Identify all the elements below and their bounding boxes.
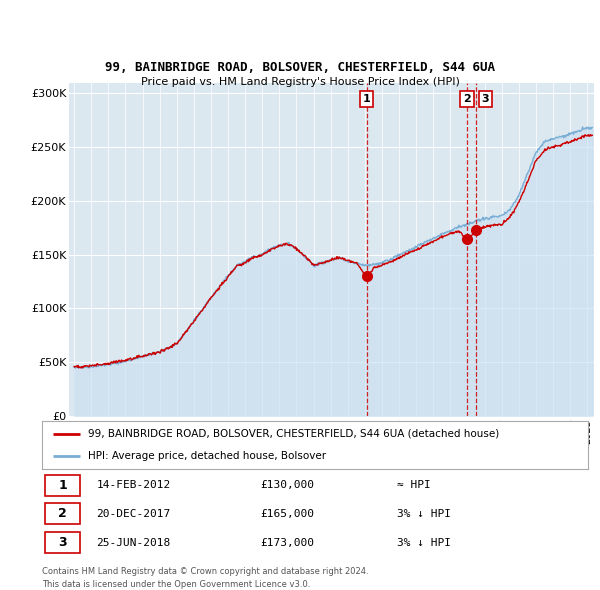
Text: 1: 1	[58, 478, 67, 491]
Text: 14-FEB-2012: 14-FEB-2012	[97, 480, 171, 490]
Text: 1: 1	[363, 94, 371, 104]
Text: 3% ↓ HPI: 3% ↓ HPI	[397, 509, 451, 519]
Text: Contains HM Land Registry data © Crown copyright and database right 2024.
This d: Contains HM Land Registry data © Crown c…	[42, 568, 368, 589]
Text: £165,000: £165,000	[260, 509, 314, 519]
Text: 99, BAINBRIDGE ROAD, BOLSOVER, CHESTERFIELD, S44 6UA: 99, BAINBRIDGE ROAD, BOLSOVER, CHESTERFI…	[105, 61, 495, 74]
Text: Price paid vs. HM Land Registry's House Price Index (HPI): Price paid vs. HM Land Registry's House …	[140, 77, 460, 87]
Text: 20-DEC-2017: 20-DEC-2017	[97, 509, 171, 519]
Text: 3: 3	[58, 536, 67, 549]
Text: 2: 2	[463, 94, 471, 104]
Text: 25-JUN-2018: 25-JUN-2018	[97, 537, 171, 548]
Text: 3: 3	[481, 94, 489, 104]
Text: 2: 2	[58, 507, 67, 520]
Text: ≈ HPI: ≈ HPI	[397, 480, 431, 490]
FancyBboxPatch shape	[45, 474, 80, 496]
Text: 3% ↓ HPI: 3% ↓ HPI	[397, 537, 451, 548]
FancyBboxPatch shape	[45, 503, 80, 525]
Text: £130,000: £130,000	[260, 480, 314, 490]
Text: £173,000: £173,000	[260, 537, 314, 548]
Text: HPI: Average price, detached house, Bolsover: HPI: Average price, detached house, Bols…	[88, 451, 326, 461]
FancyBboxPatch shape	[45, 532, 80, 553]
Text: 99, BAINBRIDGE ROAD, BOLSOVER, CHESTERFIELD, S44 6UA (detached house): 99, BAINBRIDGE ROAD, BOLSOVER, CHESTERFI…	[88, 429, 500, 439]
